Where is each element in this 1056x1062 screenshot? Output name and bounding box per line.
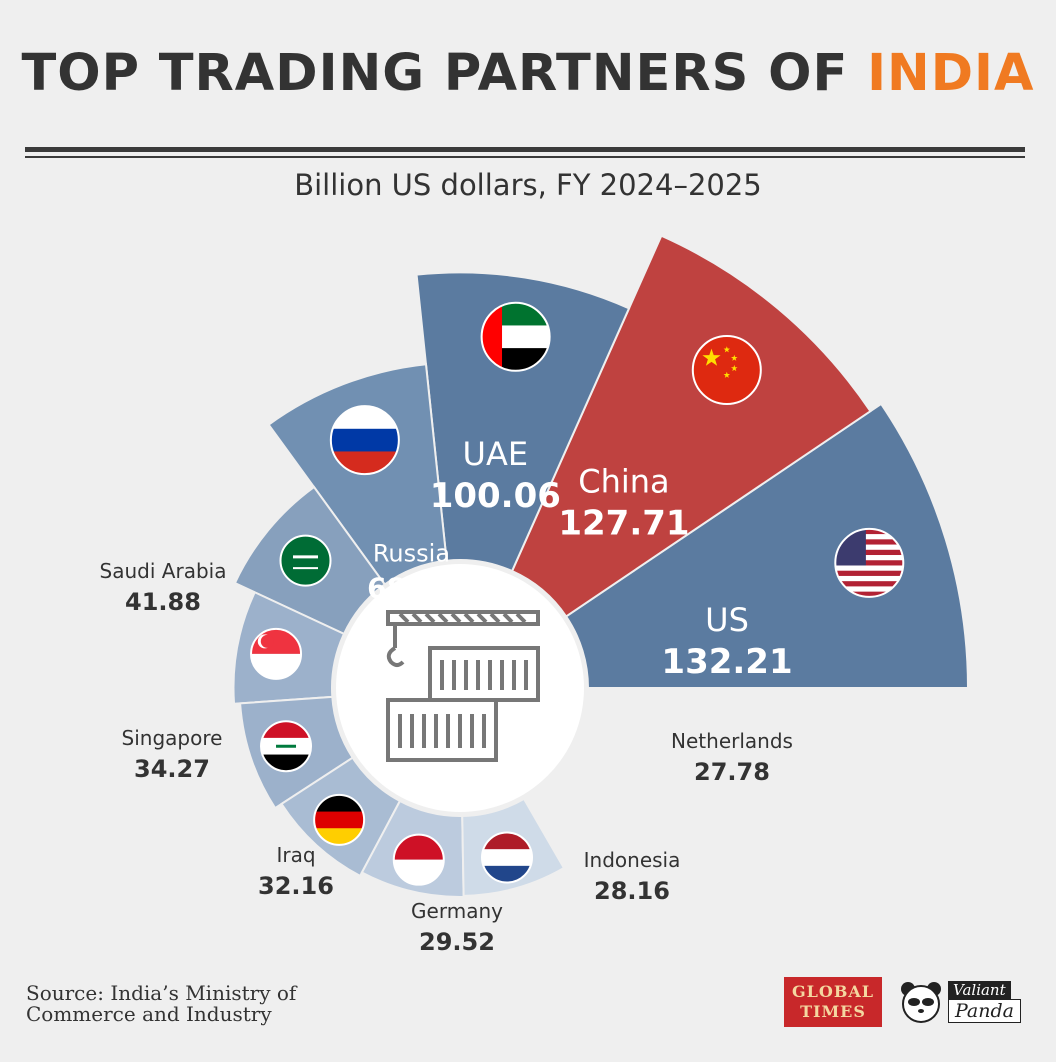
source-note: Source: India’s Ministry of Commerce and… [26, 983, 356, 1025]
title-rule-thick [25, 147, 1025, 152]
indonesia-flag-icon [392, 833, 445, 886]
logo-panda: Panda [948, 999, 1021, 1023]
value-label: 68.72 [367, 571, 456, 604]
value-label: 34.27 [134, 755, 210, 783]
value-label: 127.71 [558, 504, 689, 544]
bar-us [564, 402, 970, 689]
category-label: Iraq [276, 843, 315, 867]
value-label: 41.88 [125, 588, 201, 616]
logo-valiant: Valiant [948, 981, 1011, 999]
singapore-flag-icon [250, 627, 303, 680]
category-label: Netherlands [671, 729, 793, 753]
category-label: Indonesia [584, 848, 681, 872]
value-label: 100.06 [430, 476, 561, 516]
bar-china [510, 234, 872, 618]
chart-labels: US132.21China127.71UAE100.06Russia68.72S… [100, 435, 793, 956]
uae-flag-icon [480, 301, 551, 372]
title-highlight: INDIA [867, 44, 1035, 103]
label-indonesia: Indonesia 28.16 [584, 848, 681, 905]
page-title: TOP TRADING PARTNERS OF INDIA [0, 44, 1056, 103]
label-russia: Russia 68.72 [367, 539, 456, 604]
logo-global: GLOBAL [791, 982, 875, 1001]
valiant-panda-logo: Valiant Panda [898, 977, 1026, 1027]
china-flag-icon [691, 335, 762, 406]
chart-subtitle: Billion US dollars, FY 2024–2025 [294, 168, 762, 202]
category-label: Saudi Arabia [100, 559, 227, 583]
global-times-logo: GLOBAL TIMES [784, 977, 882, 1027]
chart-flags [250, 301, 905, 886]
category-label: Germany [411, 899, 503, 923]
logo-times: TIMES [800, 1002, 866, 1021]
source-line-2: Commerce and Industry [26, 1002, 272, 1026]
label-singapore: Singapore 34.27 [122, 726, 223, 783]
chart-center [336, 564, 584, 812]
bar-uae [415, 271, 631, 573]
value-label: 28.16 [594, 877, 670, 905]
germany-flag-icon [313, 793, 366, 846]
category-label: UAE [463, 435, 529, 473]
label-germany: Germany 29.52 [411, 899, 503, 956]
value-label: 132.21 [661, 642, 792, 682]
netherlands-flag-icon [481, 831, 534, 884]
russia-flag-icon [329, 405, 400, 476]
category-label: China [578, 463, 669, 501]
value-label: 27.78 [694, 758, 770, 786]
title-rule-thin [25, 156, 1025, 158]
value-label: 29.52 [419, 928, 495, 956]
category-label: US [705, 601, 749, 639]
panda-icon [901, 982, 941, 1023]
label-iraq: Iraq 32.16 [258, 843, 334, 900]
shipping-containers-crane-icon [386, 610, 540, 762]
title-main: TOP TRADING PARTNERS OF [21, 44, 849, 103]
iraq-flag-icon [260, 720, 313, 773]
source-line-1: Source: India’s Ministry of [26, 981, 297, 1005]
us-flag-icon [834, 527, 905, 598]
label-saudi-arabia: Saudi Arabia 41.88 [100, 559, 227, 616]
saudi-arabia-flag-icon [279, 534, 332, 587]
category-label: Russia [373, 539, 450, 567]
category-label: Singapore [122, 726, 223, 750]
label-netherlands: Netherlands 27.78 [671, 729, 793, 786]
value-label: 32.16 [258, 872, 334, 900]
